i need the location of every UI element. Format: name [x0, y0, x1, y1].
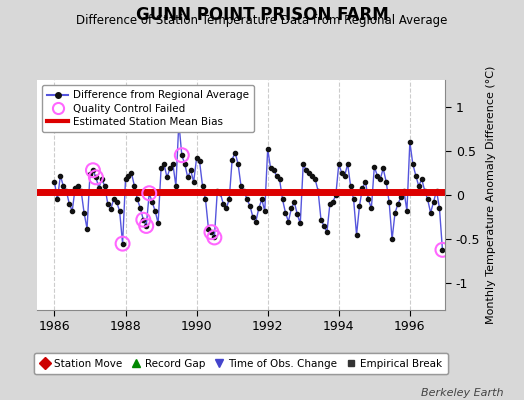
Point — [139, 216, 147, 223]
Point — [118, 240, 127, 247]
Legend: Station Move, Record Gap, Time of Obs. Change, Empirical Break: Station Move, Record Gap, Time of Obs. C… — [34, 353, 448, 374]
Point — [145, 190, 154, 196]
Text: Berkeley Earth: Berkeley Earth — [421, 388, 503, 398]
Point — [178, 152, 186, 158]
Text: GUNN POINT PRISON FARM: GUNN POINT PRISON FARM — [136, 6, 388, 24]
Point — [210, 234, 219, 241]
Point — [208, 229, 216, 235]
Point — [92, 174, 100, 180]
Point — [89, 167, 97, 174]
Text: Difference of Station Temperature Data from Regional Average: Difference of Station Temperature Data f… — [77, 14, 447, 27]
Point — [438, 247, 446, 253]
Point — [142, 223, 150, 229]
Y-axis label: Monthly Temperature Anomaly Difference (°C): Monthly Temperature Anomaly Difference (… — [486, 66, 496, 324]
